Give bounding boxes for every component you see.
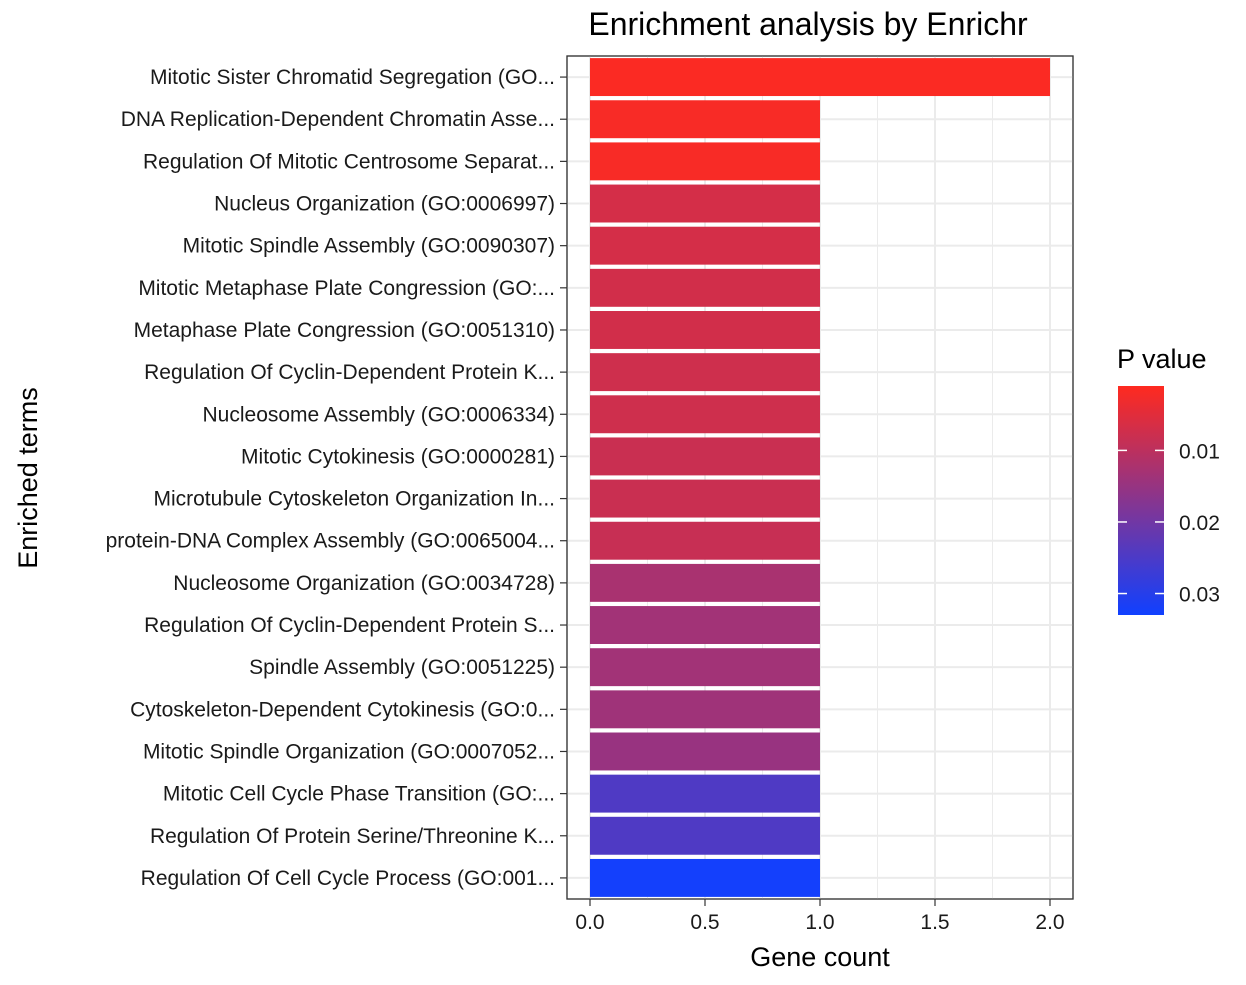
- x-tick-label: 1.0: [805, 911, 834, 934]
- y-tick-label: Cytoskeleton-Dependent Cytokinesis (GO:0…: [130, 698, 555, 721]
- y-tick-label: Spindle Assembly (GO:0051225): [249, 656, 555, 679]
- legend-colorbar: [1118, 386, 1164, 615]
- bar: [590, 353, 820, 392]
- bar: [590, 648, 820, 687]
- y-tick-label: Regulation Of Cell Cycle Process (GO:001…: [141, 867, 555, 890]
- chart-title: Enrichment analysis by Enrichr: [588, 6, 1028, 42]
- legend-tick-label: 0.02: [1179, 512, 1220, 535]
- bar: [590, 563, 820, 602]
- y-tick-label: Mitotic Spindle Organization (GO:0007052…: [143, 740, 555, 763]
- y-axis-label: Enriched terms: [13, 387, 43, 569]
- x-tick-label: 1.5: [920, 911, 949, 934]
- x-tick-label: 2.0: [1035, 911, 1064, 934]
- legend-ticks: 0.01 0.02 0.03: [1118, 440, 1220, 607]
- y-tick-label: Mitotic Metaphase Plate Congression (GO:…: [138, 277, 555, 300]
- bar: [590, 58, 1050, 97]
- y-tick-label: Regulation Of Mitotic Centrosome Separat…: [143, 150, 555, 173]
- bar-layer: [590, 58, 1050, 897]
- legend-tick-label: 0.03: [1179, 584, 1220, 607]
- x-tick-label: 0.0: [575, 911, 604, 934]
- bar: [590, 395, 820, 434]
- bar: [590, 690, 820, 729]
- color-legend: P value 0.01 0.02 0.03: [1117, 344, 1220, 615]
- y-tick-label: Nucleus Organization (GO:0006997): [214, 193, 555, 216]
- y-tick-label: Mitotic Cytokinesis (GO:0000281): [241, 445, 555, 468]
- y-tick-label: Regulation Of Cyclin-Dependent Protein S…: [144, 614, 555, 637]
- bar: [590, 226, 820, 265]
- legend-title: P value: [1117, 344, 1207, 374]
- bar: [590, 184, 820, 223]
- legend-tick-label: 0.01: [1179, 440, 1220, 463]
- y-tick-label: Regulation Of Protein Serine/Threonine K…: [150, 825, 555, 848]
- y-tick-labels: Mitotic Sister Chromatid Segregation (GO…: [106, 66, 567, 890]
- bar: [590, 816, 820, 855]
- y-tick-label: Mitotic Sister Chromatid Segregation (GO…: [150, 66, 555, 89]
- bar: [590, 268, 820, 307]
- plot-panel-border: [566, 55, 1074, 900]
- y-tick-label: Mitotic Spindle Assembly (GO:0090307): [183, 235, 555, 258]
- y-tick-label: Regulation Of Cyclin-Dependent Protein K…: [144, 361, 555, 384]
- bar: [590, 774, 820, 813]
- bar: [590, 521, 820, 560]
- y-tick-label: Nucleosome Organization (GO:0034728): [173, 572, 555, 595]
- bar: [590, 311, 820, 349]
- bar: [590, 142, 820, 181]
- y-tick-label: Microtubule Cytoskeleton Organization In…: [153, 488, 555, 511]
- y-tick-label: protein-DNA Complex Assembly (GO:0065004…: [106, 530, 555, 553]
- y-tick-label: Metaphase Plate Congression (GO:0051310): [134, 319, 555, 342]
- x-tick-label: 0.5: [690, 911, 719, 934]
- x-tick-labels: 0.0 0.5 1.0 1.5 2.0: [575, 899, 1065, 934]
- bar: [590, 606, 820, 644]
- y-tick-label: Nucleosome Assembly (GO:0006334): [203, 403, 556, 426]
- x-axis-label: Gene count: [750, 942, 890, 972]
- y-tick-label: DNA Replication-Dependent Chromatin Asse…: [121, 108, 555, 131]
- bar: [590, 100, 820, 139]
- bar: [590, 858, 820, 897]
- bar: [590, 479, 820, 518]
- y-tick-label: Mitotic Cell Cycle Phase Transition (GO:…: [163, 783, 555, 806]
- bar: [590, 437, 820, 476]
- bar: [590, 732, 820, 771]
